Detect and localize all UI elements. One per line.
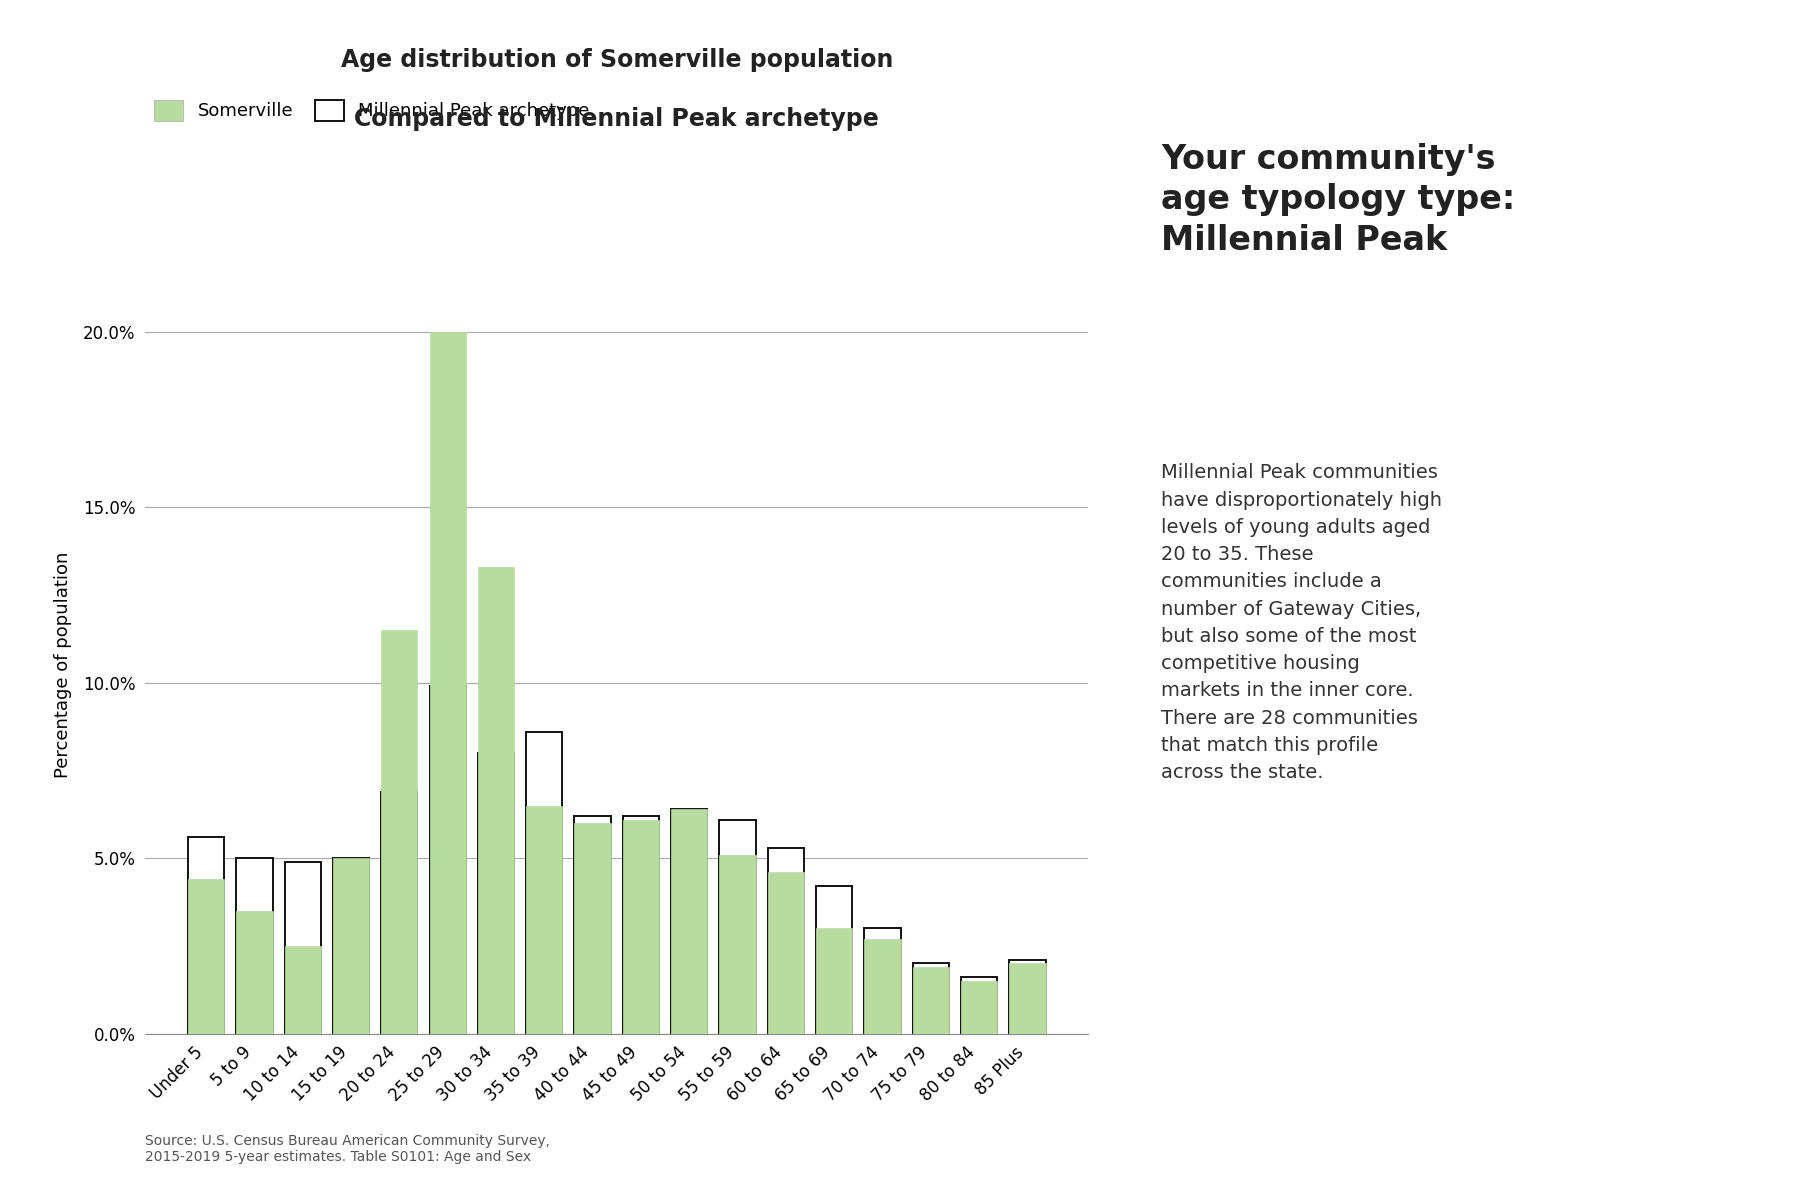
- Bar: [477, 567, 513, 1034]
- Bar: [334, 858, 370, 1034]
- Bar: [430, 687, 466, 1034]
- Text: Your community's
age typology type:
Millennial Peak: Your community's age typology type: Mill…: [1161, 143, 1515, 257]
- Bar: [720, 820, 756, 1034]
- Bar: [816, 928, 853, 1034]
- Y-axis label: Percentage of population: Percentage of population: [54, 552, 73, 778]
- Text: Source: U.S. Census Bureau American Community Survey,
2015-2019 5-year estimates: Source: U.S. Census Bureau American Comm…: [145, 1135, 550, 1164]
- Bar: [912, 963, 949, 1034]
- Bar: [767, 848, 804, 1034]
- Bar: [526, 732, 562, 1034]
- Bar: [575, 816, 611, 1034]
- Legend: Somerville, Millennial Peak archetype: Somerville, Millennial Peak archetype: [154, 100, 590, 121]
- Bar: [526, 805, 562, 1034]
- Bar: [863, 928, 900, 1034]
- Bar: [961, 981, 998, 1034]
- Bar: [189, 879, 225, 1034]
- Bar: [671, 809, 707, 1034]
- Bar: [477, 753, 513, 1034]
- Bar: [622, 816, 658, 1034]
- Bar: [236, 911, 272, 1034]
- Bar: [575, 823, 611, 1034]
- Bar: [236, 858, 272, 1034]
- Bar: [622, 820, 658, 1034]
- Bar: [430, 333, 466, 1034]
- Bar: [285, 861, 321, 1034]
- Bar: [381, 791, 417, 1034]
- Bar: [961, 978, 998, 1034]
- Text: Compared to Millennial Peak archetype: Compared to Millennial Peak archetype: [354, 107, 880, 131]
- Bar: [1009, 963, 1045, 1034]
- Bar: [720, 854, 756, 1034]
- Bar: [816, 886, 853, 1034]
- Bar: [1009, 960, 1045, 1034]
- Bar: [912, 967, 949, 1034]
- Bar: [767, 872, 804, 1034]
- Bar: [285, 946, 321, 1034]
- Bar: [189, 838, 225, 1034]
- Bar: [671, 809, 707, 1034]
- Bar: [334, 858, 370, 1034]
- Text: Millennial Peak communities
have disproportionately high
levels of young adults : Millennial Peak communities have disprop…: [1161, 463, 1442, 782]
- Bar: [863, 939, 900, 1034]
- Text: Age distribution of Somerville population: Age distribution of Somerville populatio…: [341, 48, 892, 71]
- Bar: [381, 630, 417, 1034]
